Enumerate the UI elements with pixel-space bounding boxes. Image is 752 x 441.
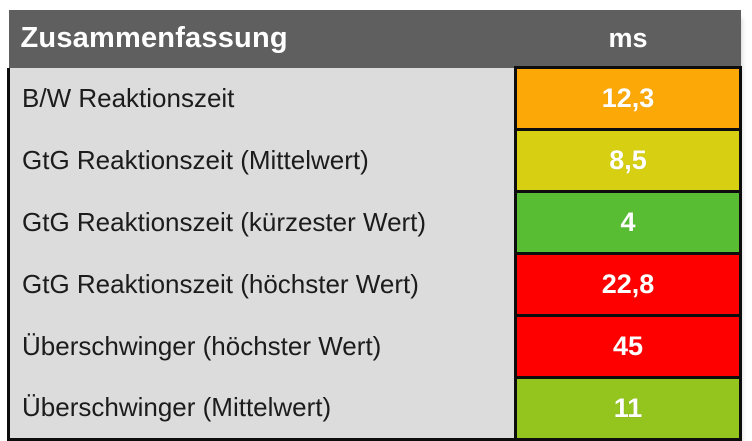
row-label: Überschwinger (Mittelwert)	[7, 377, 516, 441]
table-title: Zusammenfassung	[8, 10, 516, 68]
unit-column-header: ms	[515, 10, 741, 68]
row-label: GtG Reaktionszeit (Mittelwert)	[7, 129, 516, 192]
row-value-cell: 4	[514, 190, 742, 255]
table-row: GtG Reaktionszeit (Mittelwert) 8,5	[7, 128, 742, 193]
row-label: GtG Reaktionszeit (höchster Wert)	[7, 253, 516, 316]
row-label: Überschwinger (höchster Wert)	[7, 315, 516, 378]
row-value-cell: 45	[514, 314, 742, 379]
table-row: Überschwinger (höchster Wert) 45	[7, 314, 742, 379]
row-value-cell: 11	[514, 376, 742, 441]
table-row: GtG Reaktionszeit (kürzester Wert) 4	[7, 190, 742, 255]
summary-table: Zusammenfassung ms B/W Reaktionszeit 12,…	[7, 10, 742, 441]
row-value-cell: 8,5	[514, 128, 742, 193]
row-label: B/W Reaktionszeit	[7, 67, 516, 130]
table-row: GtG Reaktionszeit (höchster Wert) 22,8	[7, 252, 742, 317]
row-label: GtG Reaktionszeit (kürzester Wert)	[7, 191, 516, 254]
row-value-cell: 22,8	[514, 252, 742, 317]
table-row: Überschwinger (Mittelwert) 11	[7, 376, 742, 441]
table-header-row: Zusammenfassung ms	[8, 10, 741, 68]
summary-table-grid: Zusammenfassung ms B/W Reaktionszeit 12,…	[7, 10, 742, 441]
table-row: B/W Reaktionszeit 12,3	[7, 66, 742, 131]
summary-table-body: Zusammenfassung ms B/W Reaktionszeit 12,…	[7, 10, 742, 441]
row-value-cell: 12,3	[514, 66, 742, 131]
